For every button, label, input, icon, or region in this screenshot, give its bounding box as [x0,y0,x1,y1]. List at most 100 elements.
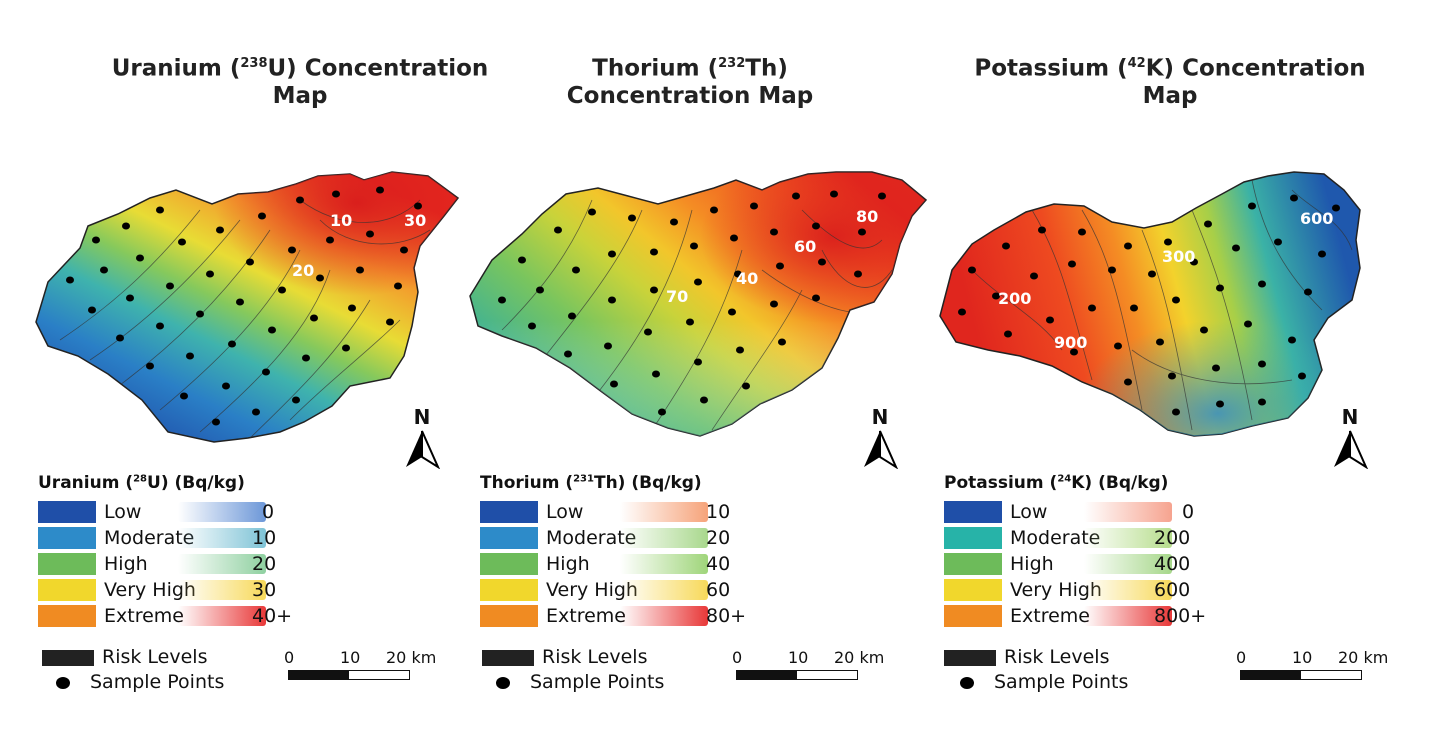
legend-label: Very High [1010,579,1102,601]
legend-label: Moderate [104,527,195,549]
north-arrow-icon [1334,430,1369,470]
map-label: 300 [1162,247,1195,266]
sample-point-icon [56,676,70,689]
legend-swatch [944,605,1002,627]
legend-label: Low [104,501,142,523]
legend-value: 40 [706,553,731,575]
legend-gradient [178,554,266,574]
map-title: Thorium (232Th) Concentration Map [566,55,814,109]
legend-swatch [480,501,538,523]
north-arrow: N [1328,405,1372,473]
sample-point-icon [496,676,510,689]
legend-swatch [480,579,538,601]
north-arrow-icon [864,430,899,470]
legend-value: 40+ [252,605,293,627]
north-arrow: N [858,405,902,473]
legend-value: 60 [706,579,731,601]
sample-points-key: Sample Points [480,671,664,693]
legend-label: Very High [104,579,196,601]
legend-swatch [38,501,96,523]
legend-gradient [178,606,266,626]
legend-label: Moderate [1010,527,1101,549]
legend-gradient [620,528,708,548]
legend-title: Potassium (24K) (Bq/kg) [944,473,1169,493]
legend-label: Very High [546,579,638,601]
uranium-map: 10 30 20 [35,171,460,443]
thorium-map: 80 60 40 70 [469,171,928,437]
risk-levels-key: Risk Levels [42,646,207,668]
legend-swatch [480,553,538,575]
legend-gradient [620,554,708,574]
legend-value: 400 [1154,553,1191,575]
map-title: Potassium (42K) Concentration Map [974,55,1366,109]
legend-swatch [480,527,538,549]
legend-swatch [944,579,1002,601]
map-label: 80 [856,207,878,226]
map-label: 10 [330,211,352,230]
legend-gradient [1084,554,1172,574]
legend-label: Extreme [1010,605,1090,627]
thorium-panel: Thorium (232Th) Concentration Map [462,0,938,754]
legend-gradient [620,502,708,522]
legend-value: 30 [252,579,277,601]
legend-value: 0 [262,501,275,523]
uranium-panel: Uranium (238U) Concentration Map [0,0,488,754]
map-label: 70 [666,287,688,306]
legend-gradient [178,502,266,522]
legend-label: Low [1010,501,1048,523]
legend-value: 20 [706,527,731,549]
map-title: Uranium (238U) Concentration Map [111,55,489,109]
legend-value: 10 [706,501,731,523]
legend-gradient [620,580,708,600]
legend-label: High [546,553,590,575]
map-label: 30 [404,211,426,230]
potassium-map: 600 300 200 900 [939,171,1361,437]
sample-point-icon [960,676,974,689]
map-label: 20 [292,261,314,280]
north-arrow: N [400,405,444,473]
legend-gradient [1084,606,1172,626]
legend-swatch [944,501,1002,523]
sample-points-key: Sample Points [40,671,224,693]
risk-bar [944,649,996,666]
legend-swatch [38,553,96,575]
legend-gradient [178,580,266,600]
legend-swatch [38,527,96,549]
legend-value: 800+ [1154,605,1207,627]
legend-label: Extreme [546,605,626,627]
potassium-panel: Potassium (42K) Concentration Map [932,0,1408,754]
sample-points-key: Sample Points [944,671,1128,693]
legend-gradient [1084,580,1172,600]
legend-title: Thorium (231Th) (Bq/kg) [480,473,702,493]
legend-swatch [944,553,1002,575]
legend-label: Moderate [546,527,637,549]
map-label: 60 [794,237,816,256]
legend-label: High [104,553,148,575]
legend-value: 20 [252,553,277,575]
legend-label: Low [546,501,584,523]
north-arrow-icon [406,430,441,470]
legend-label: High [1010,553,1054,575]
legend-value: 10 [252,527,277,549]
legend-value: 0 [1182,501,1195,523]
legend-value: 600 [1154,579,1191,601]
legend-gradient [1084,528,1172,548]
legend-swatch [38,605,96,627]
legend-title: Uranium (28U) (Bq/kg) [38,473,245,493]
map-label: 900 [1054,333,1087,352]
map-label: 200 [998,289,1031,308]
map-label: 40 [736,269,758,288]
risk-bar [42,649,94,666]
risk-levels-key: Risk Levels [944,646,1109,668]
legend-swatch [38,579,96,601]
legend-value: 80+ [706,605,747,627]
map-label: 600 [1300,209,1333,228]
legend-swatch [944,527,1002,549]
risk-levels-key: Risk Levels [482,646,647,668]
legend-value: 200 [1154,527,1191,549]
legend-gradient [178,528,266,548]
legend-label: Extreme [104,605,184,627]
legend-gradient [1084,502,1172,522]
legend-gradient [620,606,708,626]
risk-bar [482,649,534,666]
